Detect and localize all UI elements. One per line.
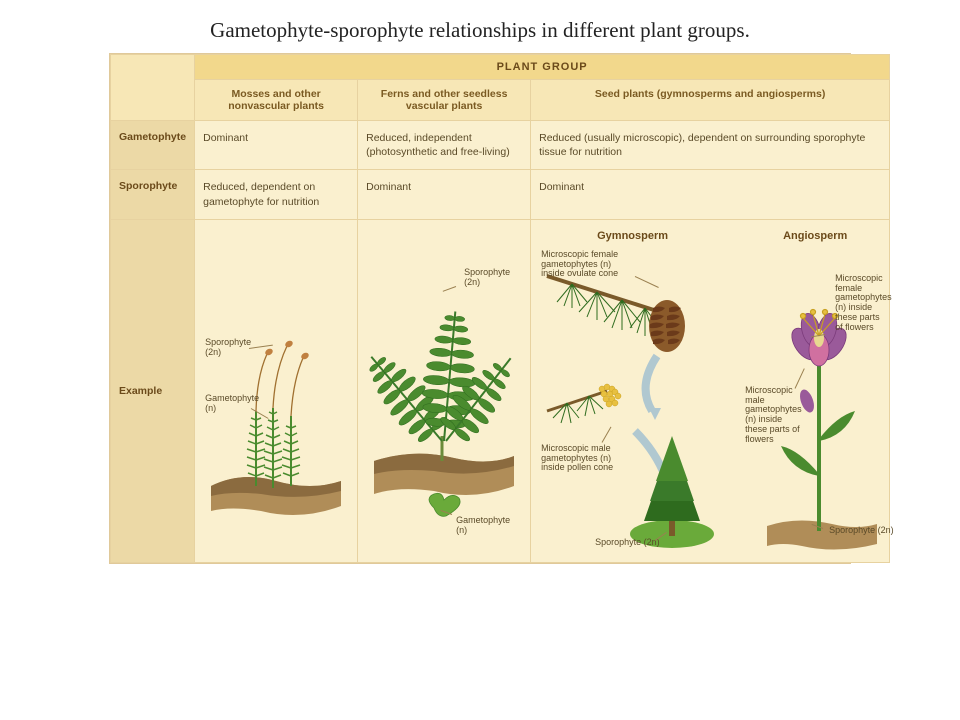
cell-gameto-mosses: Dominant [195,121,358,170]
cell-gameto-ferns: Reduced, independent (photosynthetic and… [358,121,531,170]
row-example: Example [111,219,195,562]
cell-sporo-ferns: Dominant [358,170,531,219]
fern-gameto-label: Gametophyte (n) [456,516,516,536]
col-mosses: Mosses and other nonvascular plants [195,80,358,121]
comparison-table: PLANT GROUP Mosses and other nonvascular… [109,53,851,564]
cell-sporo-mosses: Reduced, dependent on gametophyte for nu… [195,170,358,219]
example-fern: Sporophyte (2n) Gametophyte (n) [358,219,531,562]
gym-female-label: Microscopic female gametophytes (n) insi… [541,250,636,280]
col-ferns: Ferns and other seedless vascular plants [358,80,531,121]
ang-female-label: Microscopic female gametophytes (n) insi… [835,274,883,333]
ang-sporo-label: Sporophyte (2n) [829,526,899,536]
example-seeds: Gymnosperm Angiosperm [531,219,890,562]
moss-illustration [201,226,351,556]
cell-gameto-seeds: Reduced (usually microscopic), dependent… [531,121,890,170]
page-title: Gametophyte-sporophyte relationships in … [0,0,960,53]
fern-sporo-label: Sporophyte (2n) [464,268,519,288]
gym-sporo-label: Sporophyte (2n) [595,538,675,548]
subhead-angiosperm: Angiosperm [783,230,847,242]
subhead-gymnosperm: Gymnosperm [597,230,668,242]
header-plant-group: PLANT GROUP [195,55,890,80]
ang-male-label: Microscopic male gametophytes (n) inside… [745,386,800,445]
gym-male-label: Microscopic male gametophytes (n) inside… [541,444,633,474]
row-gametophyte: Gametophyte [111,121,195,170]
example-moss: Sporophyte (2n) Gametophyte (n) [195,219,358,562]
col-seeds: Seed plants (gymnosperms and angiosperms… [531,80,890,121]
row-sporophyte: Sporophyte [111,170,195,219]
cell-sporo-seeds: Dominant [531,170,890,219]
